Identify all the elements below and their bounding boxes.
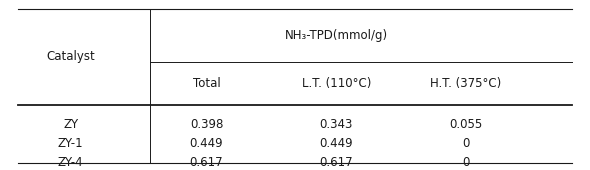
Text: Catalyst: Catalyst — [47, 50, 95, 63]
Text: 0: 0 — [463, 137, 470, 150]
Text: ZY-4: ZY-4 — [58, 156, 84, 169]
Text: 0.449: 0.449 — [320, 137, 353, 150]
Text: 0.449: 0.449 — [190, 137, 223, 150]
Text: ZY-1: ZY-1 — [58, 137, 84, 150]
Text: NH₃-TPD(mmol/g): NH₃-TPD(mmol/g) — [285, 29, 388, 42]
Text: 0.617: 0.617 — [320, 156, 353, 169]
Text: L.T. (110°C): L.T. (110°C) — [301, 77, 371, 90]
Text: 0.398: 0.398 — [190, 118, 223, 131]
Text: H.T. (375°C): H.T. (375°C) — [431, 77, 502, 90]
Text: ZY: ZY — [63, 118, 78, 131]
Text: 0: 0 — [463, 156, 470, 169]
Text: 0.343: 0.343 — [320, 118, 353, 131]
Text: 0.055: 0.055 — [450, 118, 483, 131]
Text: Total: Total — [192, 77, 221, 90]
Text: 0.617: 0.617 — [190, 156, 223, 169]
